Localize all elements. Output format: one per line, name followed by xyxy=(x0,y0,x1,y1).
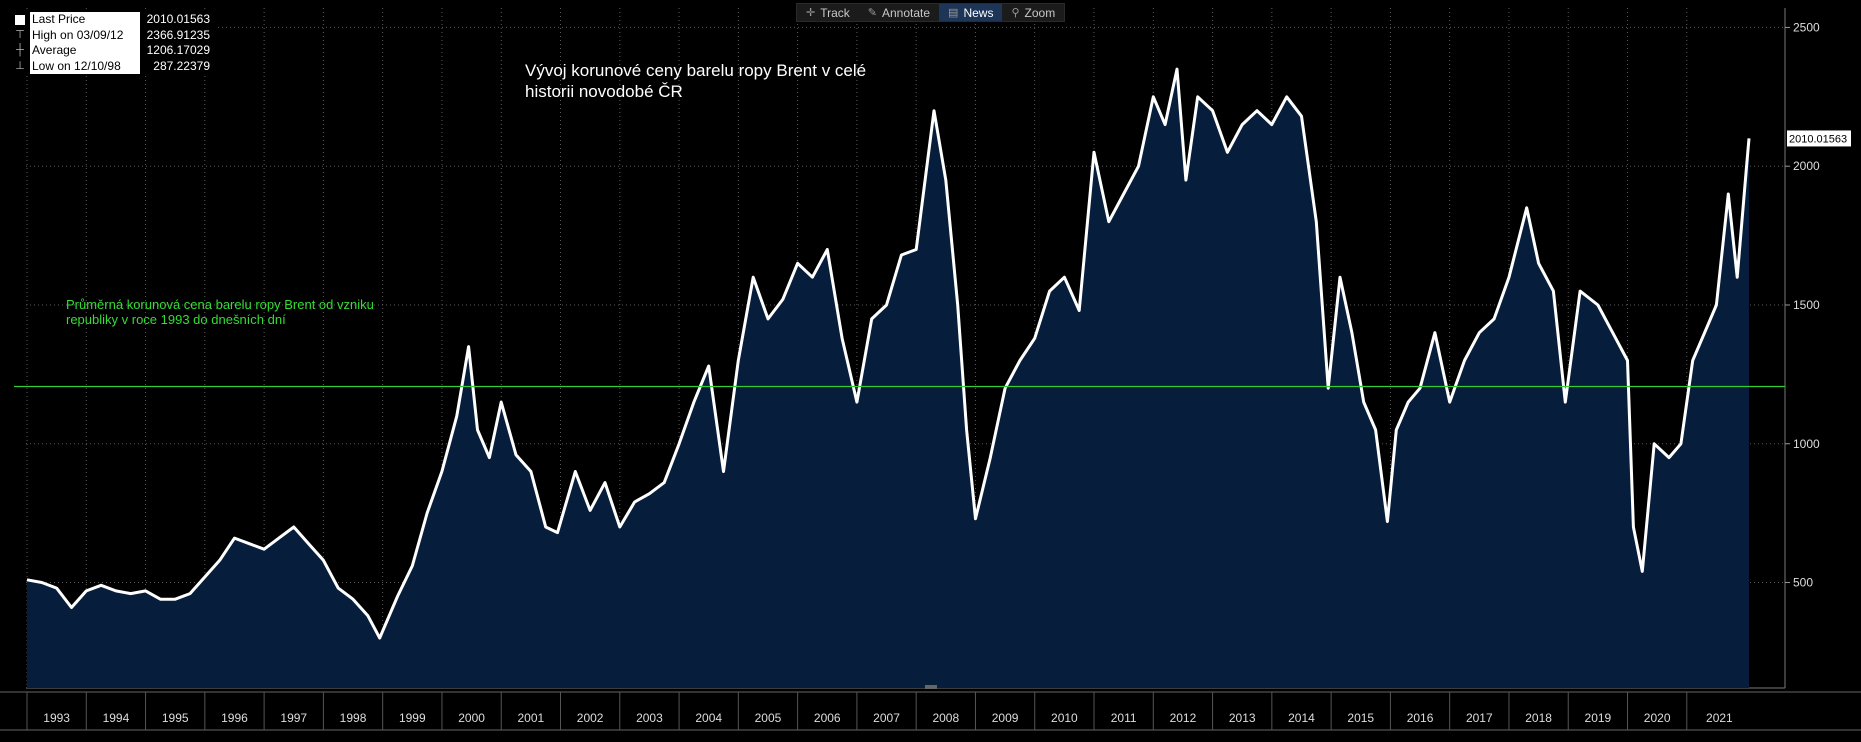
x-tick-label: 2018 xyxy=(1525,711,1552,725)
low-marker-icon: ⊥ xyxy=(15,59,25,72)
legend-label: Average xyxy=(30,43,140,59)
x-tick-label: 2007 xyxy=(873,711,900,725)
x-tick-label: 2000 xyxy=(458,711,485,725)
x-axis-band xyxy=(0,692,1861,730)
x-tick-label: 2012 xyxy=(1170,711,1197,725)
legend-row-high[interactable]: ⊤ High on 03/09/12 2366.91235 xyxy=(10,27,216,43)
track-button[interactable]: ✛ Track xyxy=(797,4,859,21)
x-tick-label: 1993 xyxy=(43,711,70,725)
legend-label: High on 03/09/12 xyxy=(30,27,140,43)
x-tick-label: 2017 xyxy=(1466,711,1493,725)
average-marker-icon: ┼ xyxy=(16,44,24,56)
x-tick-label: 2009 xyxy=(992,711,1019,725)
legend-value: 1206.17029 xyxy=(146,43,210,57)
y-tick-label: 1000 xyxy=(1793,437,1820,451)
legend-value: 287.22379 xyxy=(153,58,210,73)
legend-row-last-price[interactable]: Last Price 2010.01563 xyxy=(10,12,216,28)
x-tick-label: 2001 xyxy=(518,711,545,725)
news-button[interactable]: ▤ News xyxy=(939,4,1003,21)
legend-value: 2366.91235 xyxy=(146,27,210,42)
legend-label: Last Price xyxy=(30,12,140,28)
last-price-flag xyxy=(1787,130,1851,147)
chart-title-line: historii novodobé ČR xyxy=(525,82,683,101)
x-tick-label: 1994 xyxy=(103,711,130,725)
pencil-icon: ✎ xyxy=(867,7,877,19)
legend-row-low[interactable]: ⊥ Low on 12/10/98 287.22379 xyxy=(10,58,216,74)
price-legend: Last Price 2010.01563 ⊤ High on 03/09/12… xyxy=(10,12,216,74)
x-tick-label: 2013 xyxy=(1229,711,1256,725)
legend-value: 2010.01563 xyxy=(146,12,210,26)
x-tick-label: 1997 xyxy=(280,711,307,725)
x-tick-label: 1999 xyxy=(399,711,426,725)
y-tick-label: 2500 xyxy=(1793,20,1820,34)
x-tick-label: 2019 xyxy=(1585,711,1612,725)
x-tick-label: 1996 xyxy=(221,711,248,725)
legend-label: Low on 12/10/98 xyxy=(30,58,140,74)
zoom-button[interactable]: ⚲ Zoom xyxy=(1002,4,1064,21)
x-tick-label: 2011 xyxy=(1111,711,1137,725)
last-price-checkbox-icon[interactable] xyxy=(10,14,30,25)
high-marker-icon: ⊤ xyxy=(15,28,25,41)
chart-title-line: Vývoj korunové ceny barelu ropy Brent v … xyxy=(525,61,866,80)
price-area xyxy=(27,69,1749,689)
x-tick-label: 2014 xyxy=(1288,711,1315,725)
annotate-label: Annotate xyxy=(882,5,931,20)
average-annotation-line: Průměrná korunová cena barelu ropy Brent… xyxy=(66,297,374,312)
news-icon: ▤ xyxy=(948,7,959,19)
x-tick-label: 2005 xyxy=(755,711,782,725)
x-tick-label: 2020 xyxy=(1644,711,1671,725)
x-tick-label: 2021 xyxy=(1706,711,1733,725)
average-annotation-line: republiky v roce 1993 do dnešních dní xyxy=(66,312,286,327)
scroll-handle[interactable] xyxy=(925,685,937,689)
y-tick-label: 500 xyxy=(1793,576,1813,590)
x-tick-label: 2008 xyxy=(932,711,959,725)
x-tick-label: 1995 xyxy=(162,711,189,725)
price-series-line xyxy=(26,67,1751,640)
x-tick-label: 2006 xyxy=(814,711,841,725)
x-tick-label: 2003 xyxy=(636,711,663,725)
last-price-flag-label: 2010.01563 xyxy=(1789,133,1847,145)
x-tick-label: 2004 xyxy=(695,711,722,725)
x-tick-label: 1998 xyxy=(340,711,367,725)
annotate-button[interactable]: ✎ Annotate xyxy=(859,4,939,21)
x-tick-label: 2010 xyxy=(1051,711,1078,725)
chart-toolbar: ✛ Track ✎ Annotate ▤ News ⚲ Zoom xyxy=(796,3,1066,22)
magnifier-icon: ⚲ xyxy=(1011,7,1020,19)
x-tick-label: 2002 xyxy=(577,711,604,725)
zoom-label: Zoom xyxy=(1024,5,1056,20)
x-tick-label: 2015 xyxy=(1347,711,1374,725)
track-label: Track xyxy=(820,5,850,20)
legend-row-average[interactable]: ┼ Average 1206.17029 xyxy=(10,43,216,59)
y-tick-label: 2000 xyxy=(1793,159,1820,173)
y-tick-label: 1500 xyxy=(1793,298,1820,312)
crosshair-icon: ✛ xyxy=(806,7,816,19)
x-tick-label: 2016 xyxy=(1407,711,1434,725)
news-label: News xyxy=(963,5,994,20)
